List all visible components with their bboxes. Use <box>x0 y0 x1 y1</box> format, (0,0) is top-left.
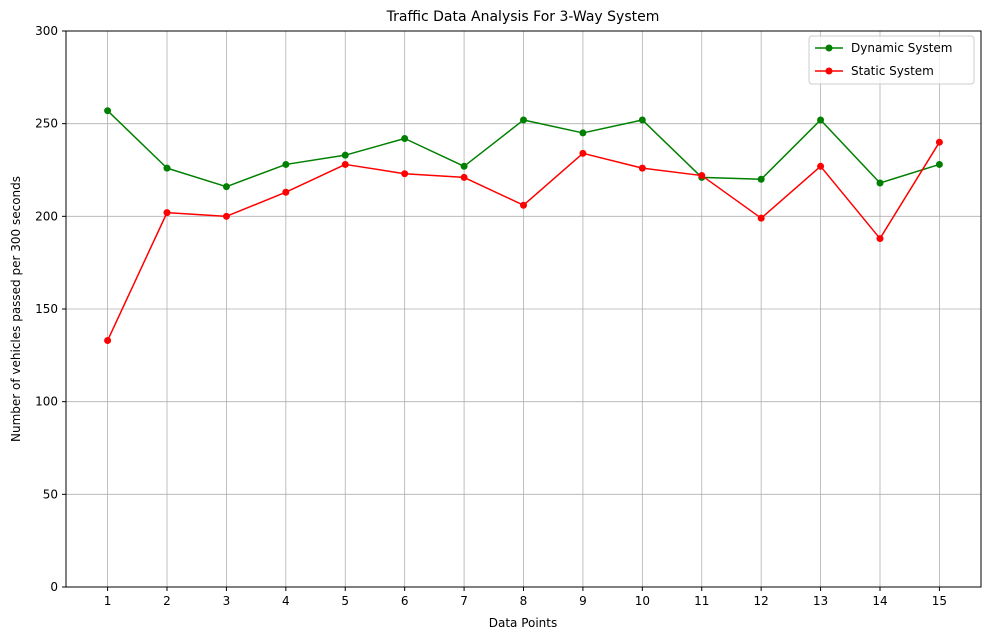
x-tick-label: 9 <box>579 594 587 608</box>
legend-label-static: Static System <box>851 64 934 78</box>
y-tick-label: 300 <box>35 24 58 38</box>
data-point-dynamic-system <box>104 107 112 115</box>
x-tick-label: 6 <box>401 594 409 608</box>
x-tick-label: 12 <box>754 594 769 608</box>
y-tick-label: 200 <box>35 209 58 223</box>
data-point-dynamic-system <box>638 116 646 124</box>
data-point-static-system <box>520 201 527 209</box>
data-point-static-system <box>460 173 468 181</box>
data-point-dynamic-system <box>757 175 765 183</box>
legend-marker-dynamic <box>825 44 833 52</box>
data-point-dynamic-system <box>817 116 825 124</box>
data-point-dynamic-system <box>876 179 884 187</box>
data-point-static-system <box>401 170 409 178</box>
data-point-dynamic-system <box>935 160 943 168</box>
grid <box>66 30 981 588</box>
data-point-static-system <box>222 212 230 220</box>
data-point-static-system <box>876 235 884 243</box>
data-point-static-system <box>341 160 349 168</box>
y-tick-label: 50 <box>43 487 58 501</box>
legend-label-dynamic: Dynamic System <box>851 41 952 55</box>
y-tick-label: 150 <box>35 302 58 316</box>
data-point-dynamic-system <box>222 183 230 191</box>
data-point-dynamic-system <box>282 160 290 168</box>
y-tick-label: 100 <box>35 395 58 409</box>
x-tick-label: 11 <box>694 594 709 608</box>
x-tick-label: 15 <box>932 594 947 608</box>
x-tick-label: 14 <box>872 594 887 608</box>
data-point-static-system <box>638 164 646 172</box>
x-tick-label: 1 <box>104 594 112 608</box>
x-tick-label: 4 <box>282 594 290 608</box>
data-point-static-system <box>579 149 587 157</box>
data-point-static-system <box>757 214 765 222</box>
legend-box <box>808 35 975 85</box>
data-point-static-system <box>282 188 290 196</box>
data-point-static-system <box>163 209 171 217</box>
data-point-static-system <box>104 337 112 345</box>
y-tick-label: 0 <box>50 580 58 594</box>
x-tick-label: 2 <box>163 594 171 608</box>
x-tick-label: 3 <box>223 594 231 608</box>
data-point-dynamic-system <box>460 162 468 170</box>
y-axis-label: Number of vehicles passed per 300 second… <box>9 176 23 442</box>
x-tick-label: 5 <box>341 594 349 608</box>
y-tick-label: 250 <box>35 117 58 131</box>
x-axis-label: Data Points <box>489 616 558 630</box>
data-point-dynamic-system <box>579 129 587 137</box>
chart-title: Traffic Data Analysis For 3-Way System <box>386 9 660 25</box>
data-point-dynamic-system <box>163 164 171 172</box>
data-point-static-system <box>698 172 706 180</box>
data-point-dynamic-system <box>401 134 409 142</box>
x-tick-label: 7 <box>460 594 468 608</box>
x-tick-label: 10 <box>635 594 650 608</box>
legend: Dynamic System Static System <box>808 35 975 85</box>
data-point-static-system <box>817 162 825 170</box>
data-point-static-system <box>935 138 943 146</box>
x-tick-label: 8 <box>520 594 528 608</box>
x-tick-label: 13 <box>813 594 828 608</box>
legend-marker-static <box>825 67 833 75</box>
data-point-dynamic-system <box>520 116 527 124</box>
series-layer <box>104 107 943 345</box>
data-point-dynamic-system <box>341 151 349 159</box>
